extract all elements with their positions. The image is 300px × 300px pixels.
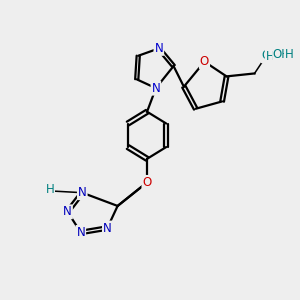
Text: H: H [46,183,54,196]
Text: N: N [78,186,87,199]
Text: N: N [76,226,85,239]
Text: O: O [200,55,209,68]
Text: N: N [152,82,160,95]
Text: O: O [142,176,152,189]
Text: H: H [266,50,274,63]
Text: OH: OH [262,49,280,62]
Text: H: H [285,48,293,62]
Text: OH: OH [273,48,291,62]
Text: N: N [154,42,163,55]
Text: N: N [63,205,72,218]
Text: N: N [103,221,112,235]
